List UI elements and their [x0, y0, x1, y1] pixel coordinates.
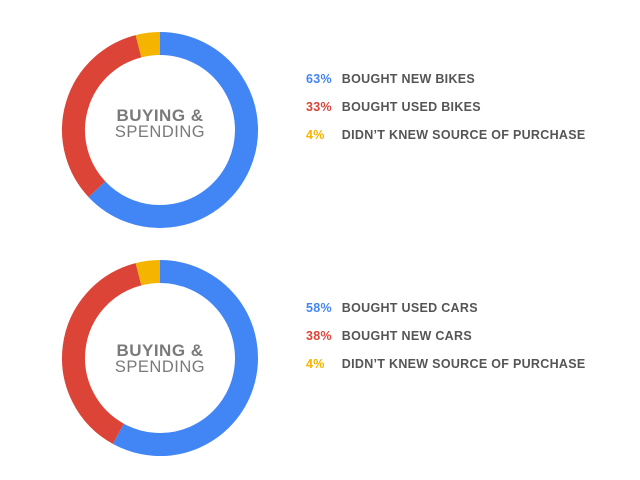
- legend-label: BOUGHT NEW BIKES: [341, 72, 476, 86]
- legend-item-unknown-source: 4% DIDN’T KNEW SOURCE OF PURCHASE: [306, 355, 636, 383]
- legend-item-used-bikes: 33% BOUGHT USED BIKES: [306, 98, 636, 126]
- center-label-line-1: BUYING &: [116, 106, 204, 125]
- center-label-line-2: SPENDING: [114, 123, 206, 141]
- legend-label: DIDN’T KNEW SOURCE OF PURCHASE: [341, 357, 586, 371]
- legend-label: BOUGHT NEW CARS: [341, 329, 472, 343]
- legend-percent: 38%: [306, 329, 332, 343]
- legend-percent: 33%: [306, 100, 332, 114]
- donut-slice-1: [112, 260, 258, 456]
- legend-label: BOUGHT USED BIKES: [341, 100, 481, 114]
- cars-donut: [62, 260, 258, 456]
- bikes-donut-chart: BUYING & SPENDING 63% BOUGHT NEW BIKES 3…: [0, 25, 640, 235]
- cars-center-label: BUYING & SPENDING: [60, 342, 260, 376]
- bikes-donut: [62, 32, 258, 228]
- bikes-legend: 63% BOUGHT NEW BIKES 33% BOUGHT USED BIK…: [306, 70, 636, 154]
- center-label-line-1: BUYING &: [116, 341, 204, 360]
- legend-percent: 58%: [306, 301, 332, 315]
- legend-label: DIDN’T KNEW SOURCE OF PURCHASE: [341, 128, 586, 142]
- donut-slice-2: [62, 263, 142, 444]
- cars-legend: 58% BOUGHT USED CARS 38% BOUGHT NEW CARS…: [306, 299, 636, 383]
- bikes-center-label: BUYING & SPENDING: [60, 107, 260, 141]
- center-label-line-2: SPENDING: [114, 358, 206, 376]
- legend-percent: 4%: [306, 128, 325, 142]
- donut-slice-3: [135, 32, 161, 58]
- legend-item-unknown-source: 4% DIDN’T KNEW SOURCE OF PURCHASE: [306, 126, 636, 154]
- donut-slice-2: [62, 35, 142, 198]
- legend-item-new-bikes: 63% BOUGHT NEW BIKES: [306, 70, 636, 98]
- donut-slice-1: [88, 32, 258, 228]
- legend-label: BOUGHT USED CARS: [341, 301, 478, 315]
- legend-percent: 63%: [306, 72, 332, 86]
- donut-slice-3: [135, 260, 161, 286]
- cars-donut-chart: BUYING & SPENDING 58% BOUGHT USED CARS 3…: [0, 253, 640, 463]
- legend-percent: 4%: [306, 357, 325, 371]
- legend-item-used-cars: 58% BOUGHT USED CARS: [306, 299, 636, 327]
- legend-item-new-cars: 38% BOUGHT NEW CARS: [306, 327, 636, 355]
